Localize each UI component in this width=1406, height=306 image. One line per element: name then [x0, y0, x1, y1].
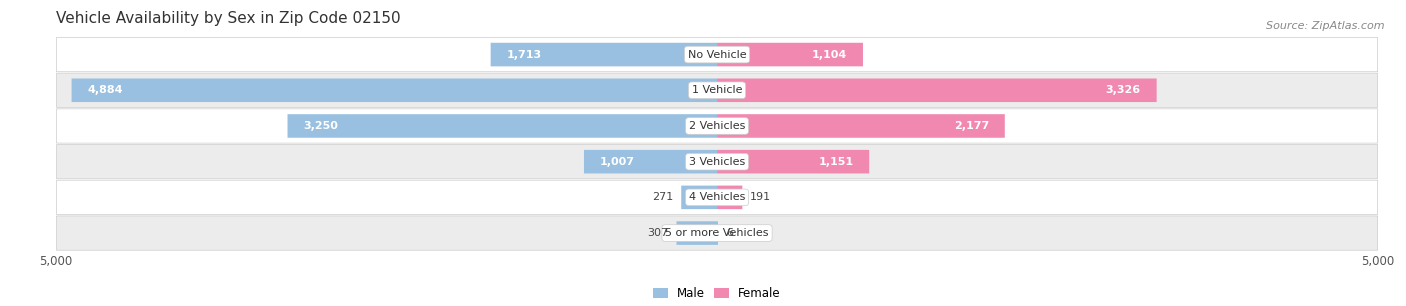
Text: 5 or more Vehicles: 5 or more Vehicles [665, 228, 769, 238]
FancyBboxPatch shape [56, 37, 1378, 72]
Text: 1,713: 1,713 [506, 50, 541, 60]
FancyBboxPatch shape [682, 185, 717, 209]
FancyBboxPatch shape [72, 78, 717, 102]
Text: 1 Vehicle: 1 Vehicle [692, 85, 742, 95]
Text: 2 Vehicles: 2 Vehicles [689, 121, 745, 131]
FancyBboxPatch shape [491, 43, 717, 66]
Text: 271: 271 [652, 192, 673, 202]
FancyBboxPatch shape [717, 150, 869, 174]
FancyBboxPatch shape [56, 73, 1378, 107]
FancyBboxPatch shape [56, 216, 1378, 250]
FancyBboxPatch shape [717, 114, 1005, 138]
Text: Source: ZipAtlas.com: Source: ZipAtlas.com [1267, 21, 1385, 32]
Text: 1,007: 1,007 [600, 157, 636, 167]
Text: 1,104: 1,104 [811, 50, 846, 60]
FancyBboxPatch shape [287, 114, 717, 138]
Text: 1,151: 1,151 [818, 157, 853, 167]
Text: 191: 191 [751, 192, 772, 202]
FancyBboxPatch shape [676, 221, 717, 245]
Text: 4,884: 4,884 [87, 85, 122, 95]
Text: 2,177: 2,177 [953, 121, 988, 131]
FancyBboxPatch shape [56, 180, 1378, 215]
FancyBboxPatch shape [56, 144, 1378, 179]
FancyBboxPatch shape [56, 109, 1378, 143]
Text: 3,250: 3,250 [304, 121, 339, 131]
Text: 4 Vehicles: 4 Vehicles [689, 192, 745, 202]
Text: 307: 307 [647, 228, 669, 238]
Legend: Male, Female: Male, Female [648, 282, 786, 305]
Text: Vehicle Availability by Sex in Zip Code 02150: Vehicle Availability by Sex in Zip Code … [56, 11, 401, 26]
FancyBboxPatch shape [583, 150, 717, 174]
FancyBboxPatch shape [717, 78, 1157, 102]
FancyBboxPatch shape [717, 43, 863, 66]
FancyBboxPatch shape [717, 185, 742, 209]
Text: 6: 6 [725, 228, 733, 238]
Text: 3,326: 3,326 [1105, 85, 1140, 95]
Text: 3 Vehicles: 3 Vehicles [689, 157, 745, 167]
Text: No Vehicle: No Vehicle [688, 50, 747, 60]
